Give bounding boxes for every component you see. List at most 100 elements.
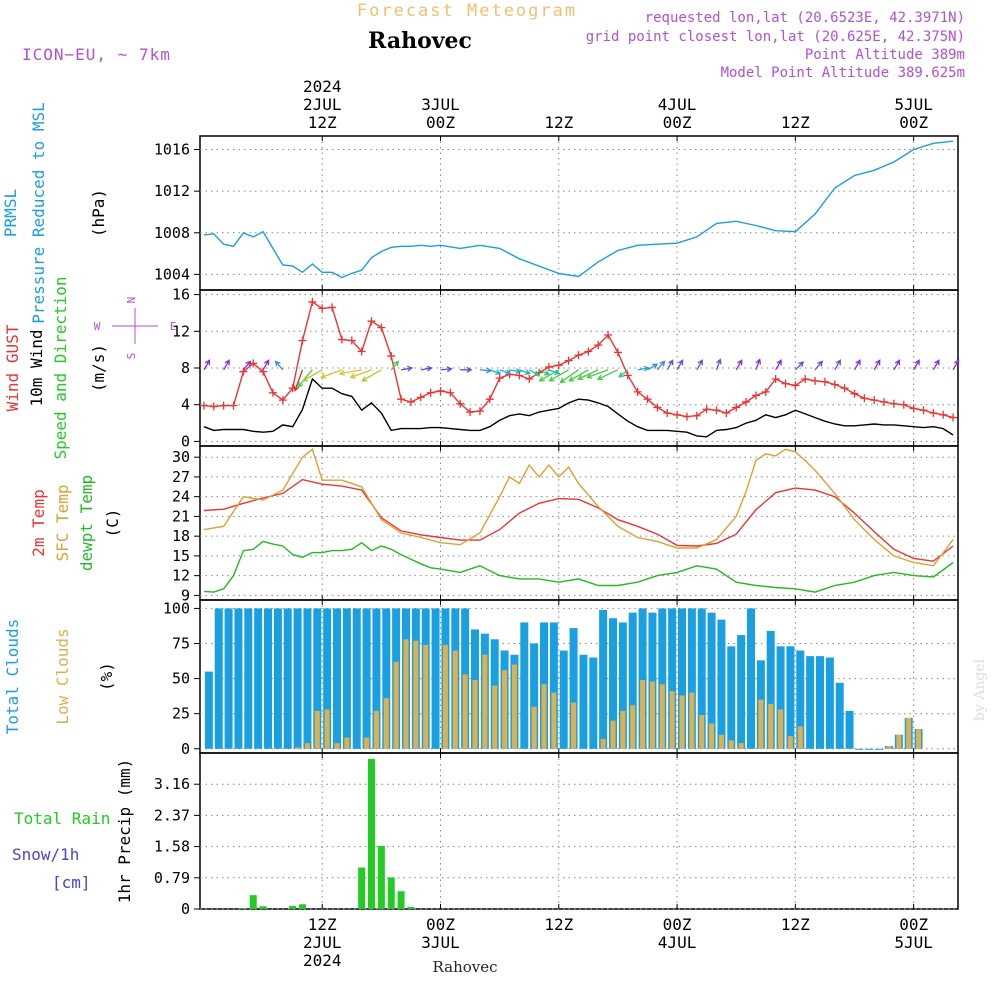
total-cloud-bar [382,608,391,749]
y-tick-label: 50 [172,670,190,688]
total-cloud-bar [855,748,864,750]
low-cloud-bar [778,709,784,749]
top-time-label: 00Z [899,113,928,132]
panel-label: dewpt Temp [77,475,96,571]
low-cloud-bar [797,726,803,749]
low-cloud-bar [452,650,458,749]
bottom-time-label: 2024 [303,951,342,970]
top-time-label: 12Z [544,113,573,132]
wind-arrow [715,358,722,371]
top-time-label: 00Z [426,113,455,132]
panel-label: 2m Temp [29,489,48,556]
wind-arrow [400,365,414,372]
gust-marker [949,413,958,422]
total-cloud-bar [352,608,361,749]
low-cloud-bar [896,734,902,749]
y-tick-label: 75 [172,635,190,653]
y-tick-label: 12 [172,322,190,340]
top-time-label: 2024 [303,77,342,96]
y-tick-label: 18 [172,527,190,545]
total-cloud-bar [609,618,618,749]
low-cloud-bar [649,681,655,749]
low-cloud-bar [669,691,675,749]
gust-marker [495,374,504,383]
wind-arrow [647,363,659,371]
low-cloud-bar [383,698,389,749]
wind-arrow [548,369,569,382]
total-cloud-bar [786,646,795,749]
wind-arrow [203,359,211,371]
total-cloud-bar [303,608,312,749]
low-cloud-bar [364,737,370,749]
wind-arrow [586,369,609,379]
wind-arrow [349,369,372,379]
y-tick-label: 1008 [154,224,190,242]
bottom-time-label: 12Z [781,915,810,934]
total-cloud-bar [530,643,539,749]
gust-marker [742,397,751,406]
wind-arrow [755,358,762,371]
panel-label: Pressure Reduced to MSL [29,102,48,324]
wind-arrow [794,361,805,371]
bottom-time-label: 12Z [544,915,573,934]
gust-marker [268,388,277,397]
low-cloud-bar [423,644,429,749]
gust-marker [939,410,948,419]
total-cloud-bar [845,710,854,749]
total-cloud-bar [549,622,558,749]
low-cloud-bar [718,734,724,749]
low-cloud-bar [679,695,685,749]
y-tick-label: 100 [163,599,190,617]
wind-arrow [338,369,362,376]
panel-label: (hPa) [89,189,108,237]
total-cloud-bar [658,608,667,749]
gust-marker [456,399,465,408]
gust-marker [801,375,810,384]
wind-arrow [301,369,323,382]
panel-frame [199,135,959,291]
y-tick-label: 15 [172,547,190,565]
wind-arrow [519,369,531,375]
gust-marker [761,387,770,396]
precip-bar [249,895,257,909]
low-cloud-bar [758,699,764,749]
y-tick-label: 0 [181,900,190,918]
total-cloud-bar [283,608,292,749]
gust-marker [406,397,415,406]
wind-arrow [814,360,824,371]
total-cloud-bar [254,608,263,749]
low-cloud-bar [492,685,498,749]
gust-marker [475,407,484,416]
panel-label: (%) [97,662,116,691]
panel-label: (C) [103,509,122,538]
y-tick-label: 24 [172,488,190,506]
wind-arrow [637,365,650,372]
total-cloud-bar [204,671,213,749]
gust-marker [426,388,435,397]
bottom-time-label: 00Z [426,915,455,934]
wind-arrow [538,369,551,376]
low-cloud-bar [373,710,379,749]
panel-label: Low Clouds [53,628,72,724]
y-tick-label: 9 [181,586,190,604]
panel-label: Total Rain [14,809,110,828]
bottom-time-label: 2JUL [303,933,342,952]
y-tick-label: 21 [172,507,190,525]
y-tick-label: 8 [181,359,190,377]
low-cloud-bar [551,692,557,749]
total-cloud-bar [234,608,243,749]
total-cloud-bar [244,608,253,749]
low-cloud-bar [610,720,616,749]
wind-arrow [696,359,703,371]
total-cloud-bar [579,654,588,749]
footer-location: Rahovec [432,958,497,976]
gust-marker [199,401,208,410]
precip-bar [259,906,267,909]
wind-arrow [913,359,920,371]
total-cloud-bar [806,656,815,749]
bottom-time-label: 00Z [663,915,692,934]
gust-marker [357,347,366,356]
gust-marker [466,408,475,417]
gust-marker [771,375,780,384]
